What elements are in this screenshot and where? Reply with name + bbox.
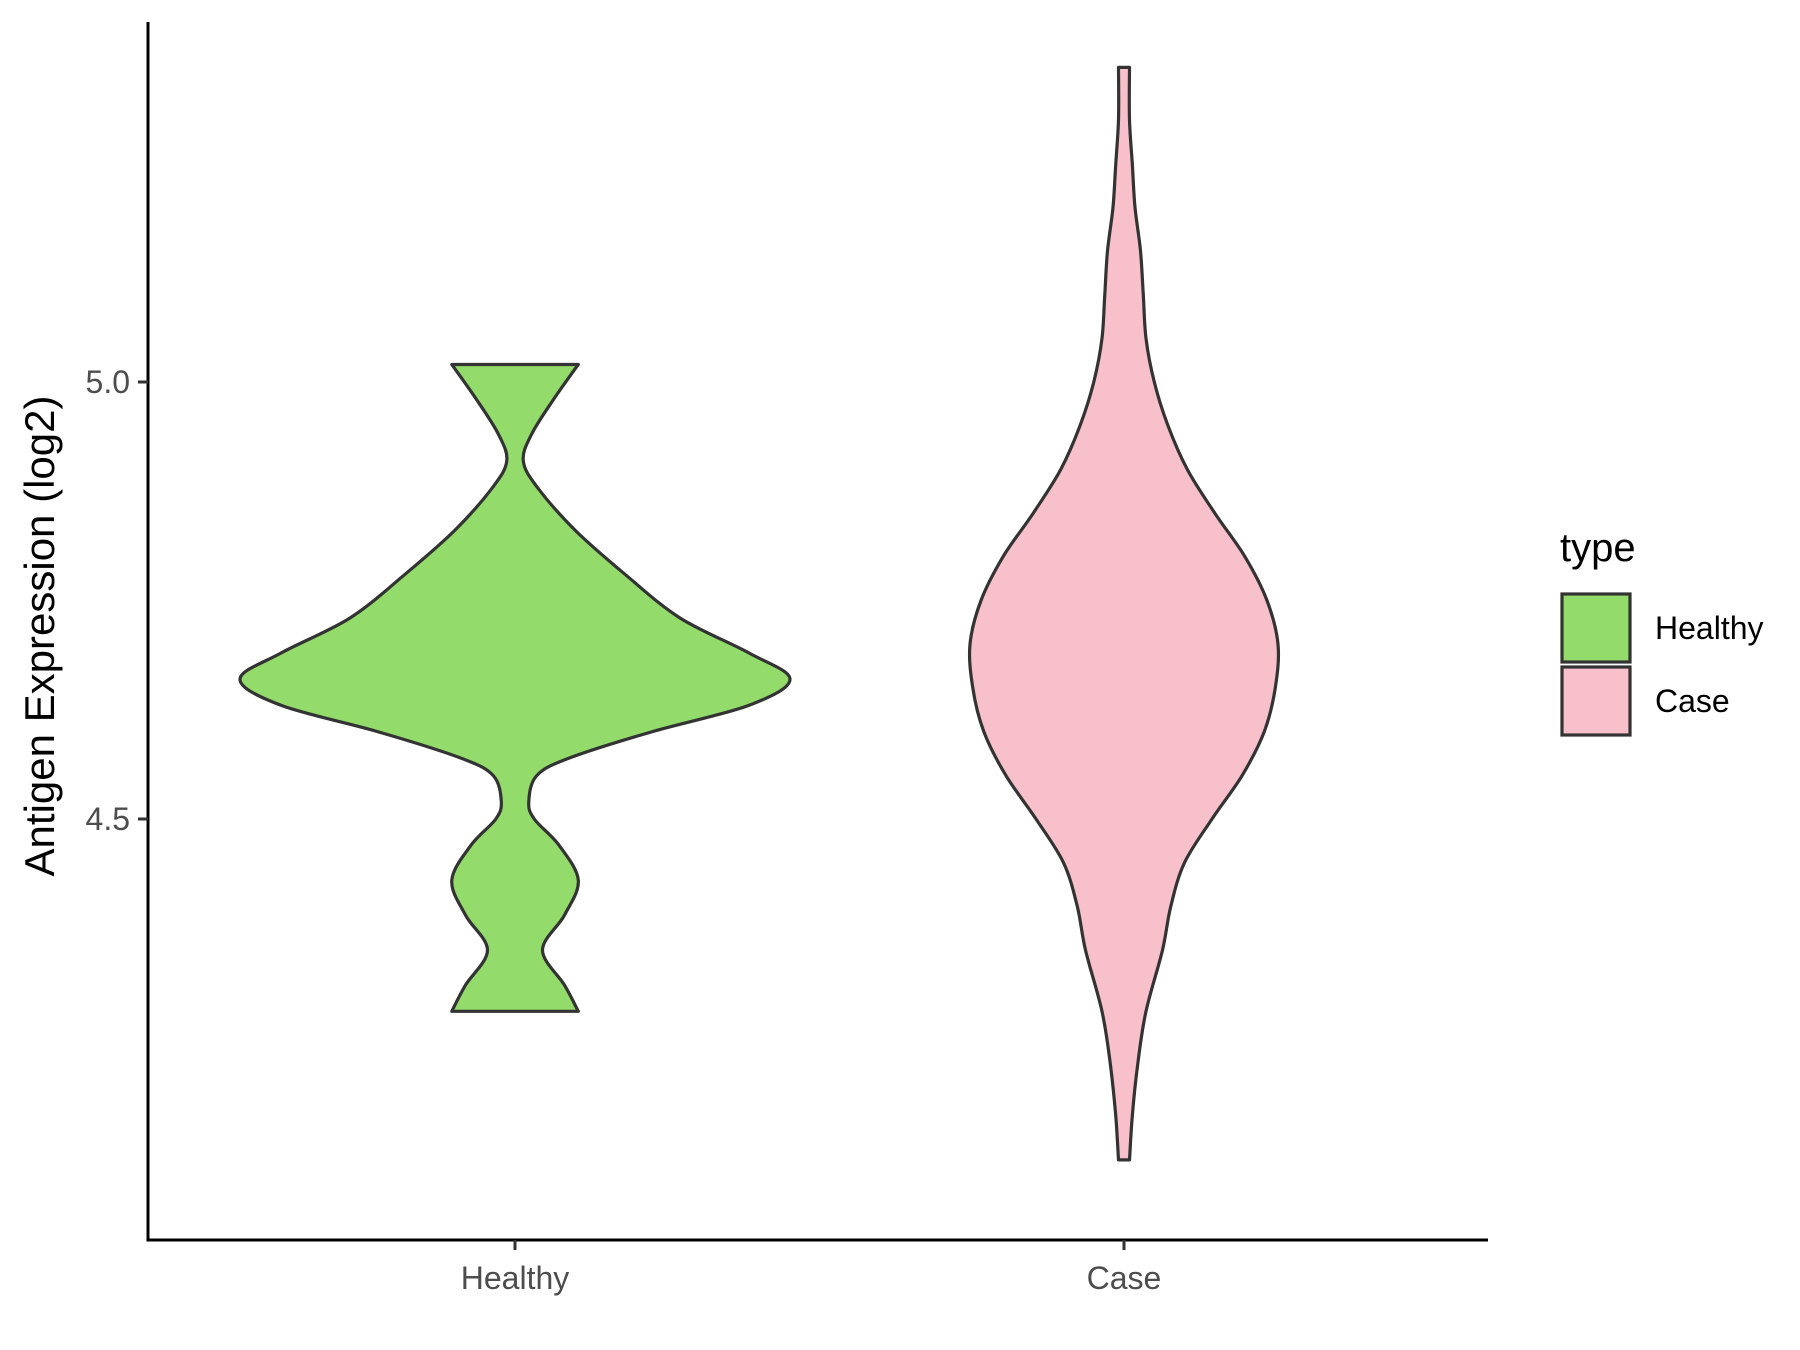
legend-swatch-healthy [1560,592,1632,664]
legend-swatch-case [1560,665,1632,737]
legend-title: type [1560,526,1636,570]
legend-items: Healthy Case [1560,592,1764,737]
y-axis-title: Antigen Expression (log2) [16,396,63,877]
violins-layer [238,65,1281,1162]
x-tick-label: Healthy [461,1260,570,1296]
y-tick-label: 4.5 [86,801,130,837]
x-axis-ticks: Healthy Case [461,1240,1162,1296]
y-axis-ticks: 4.5 5.0 [86,364,148,837]
y-tick-label: 5.0 [86,364,130,400]
legend-label-case: Case [1655,683,1730,719]
violin-case [967,65,1281,1162]
legend-label-healthy: Healthy [1655,610,1764,646]
legend: type Healthy Case [1560,526,1764,737]
violin-healthy [238,362,792,1013]
x-tick-label: Case [1087,1260,1162,1296]
